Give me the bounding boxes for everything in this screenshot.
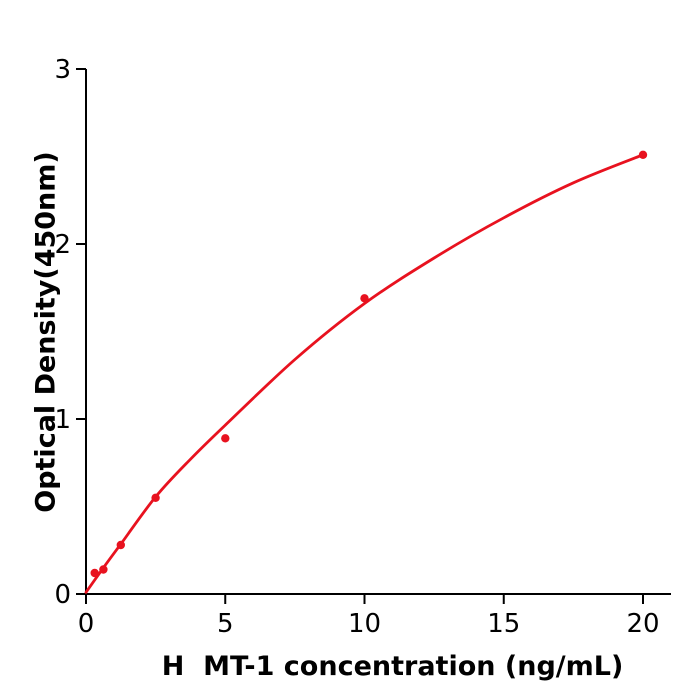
y-tick-label: 2 (54, 230, 71, 260)
x-tick-label: 0 (78, 609, 95, 639)
x-axis-title: H MT-1 concentration (ng/mL) (161, 651, 624, 682)
data-point (151, 493, 160, 502)
data-point (116, 540, 126, 550)
x-tick-label: 5 (217, 609, 234, 639)
y-tick-label: 3 (54, 55, 71, 85)
data-point (99, 565, 108, 574)
y-tick-label: 1 (54, 405, 71, 435)
axis-spines (85, 69, 671, 595)
y-tick-label: 0 (54, 580, 71, 610)
x-tick-label: 20 (626, 609, 659, 639)
data-point (90, 568, 99, 578)
data-points-layer (90, 150, 648, 578)
x-tick-label: 15 (487, 609, 520, 639)
x-tick-label: 10 (348, 609, 381, 639)
fit-curve-line (84, 153, 645, 594)
fit-curve-layer (84, 153, 645, 594)
data-point (638, 150, 648, 159)
data-point (221, 434, 230, 443)
y-axis-title: Optical Density(450nm) (30, 150, 61, 513)
data-point (360, 294, 369, 303)
axes: 0 5 10 15 20 0 1 2 3 (54, 55, 671, 639)
